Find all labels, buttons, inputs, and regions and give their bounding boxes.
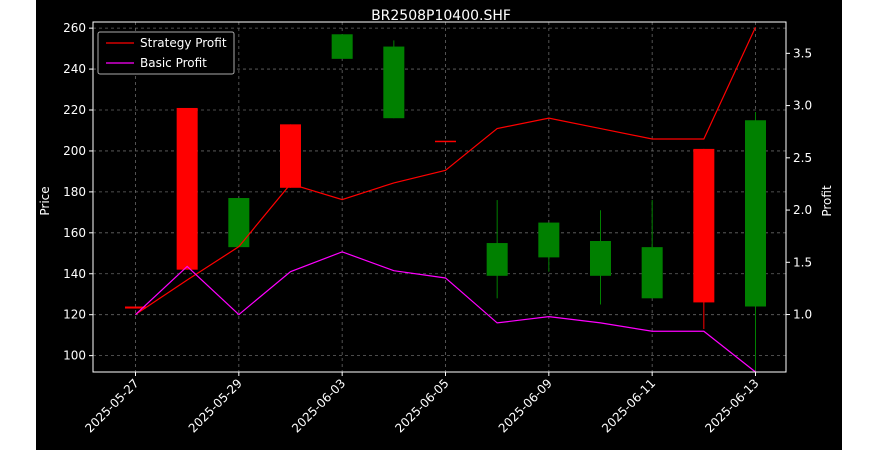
candle-body [641, 247, 663, 299]
candles-layer [125, 34, 766, 370]
candle-body [538, 222, 560, 258]
right-tick-label: 2.5 [793, 151, 812, 165]
legend-label-strategy: Strategy Profit [140, 36, 227, 50]
x-tick-label: 2025-05-29 [186, 376, 245, 435]
candle-body [228, 198, 250, 248]
left-tick-label: 160 [63, 226, 86, 240]
chart-panel: BR2508P10400.SHF 100 120 140 160 180 200 220 24… [36, 0, 842, 450]
left-tick-label: 100 [63, 349, 86, 363]
right-axis-label: Profit [820, 185, 834, 217]
candle-body [590, 241, 611, 276]
right-tick-label: 3.5 [793, 46, 812, 60]
x-axis: 2025-05-27 2025-05-29 2025-06-03 2025-06-05… [82, 372, 762, 435]
candle-body [486, 243, 508, 276]
x-tick-label: 2025-06-03 [289, 376, 348, 435]
right-y-axis: 1.0 1.5 2.0 2.5 3.0 3.5 [786, 46, 812, 322]
basic-profit-line [135, 251, 756, 373]
left-tick-label: 220 [63, 103, 86, 117]
x-tick-label: 2025-06-09 [496, 376, 555, 435]
x-tick-label: 2025-06-05 [392, 376, 451, 435]
candle-body [745, 120, 766, 307]
left-axis-label: Price [38, 186, 52, 215]
candle-body [176, 107, 198, 270]
left-tick-label: 200 [63, 144, 86, 158]
candle-body [383, 46, 405, 119]
strategy-profit-line [135, 26, 757, 316]
legend: Strategy Profit Basic Profit [97, 31, 235, 75]
right-tick-label: 1.5 [793, 255, 812, 269]
candle-body [435, 140, 456, 143]
right-tick-label: 2.0 [793, 203, 812, 217]
right-tick-label: 3.0 [793, 99, 812, 113]
candlestick-chart: BR2508P10400.SHF 100 120 140 160 180 200 220 24… [38, 8, 834, 435]
left-tick-label: 120 [63, 308, 86, 322]
chart-title: BR2508P10400.SHF [371, 8, 511, 24]
left-y-axis: 100 120 140 160 180 200 220 240 260 [63, 21, 93, 363]
left-tick-label: 140 [63, 267, 86, 281]
legend-label-basic: Basic Profit [140, 56, 207, 70]
plot-frame [92, 21, 787, 373]
x-tick-label: 2025-06-11 [599, 376, 658, 435]
candle-body [693, 148, 715, 303]
x-tick-label: 2025-06-13 [702, 376, 761, 435]
candle-body [331, 34, 353, 59]
candle-body [125, 306, 146, 309]
profit-lines-layer [135, 26, 757, 373]
candle-body [280, 124, 301, 188]
left-tick-label: 260 [63, 21, 86, 35]
right-tick-label: 1.0 [793, 308, 812, 322]
x-tick-label: 2025-05-27 [82, 376, 141, 435]
left-tick-label: 180 [63, 185, 86, 199]
left-tick-label: 240 [63, 62, 86, 76]
